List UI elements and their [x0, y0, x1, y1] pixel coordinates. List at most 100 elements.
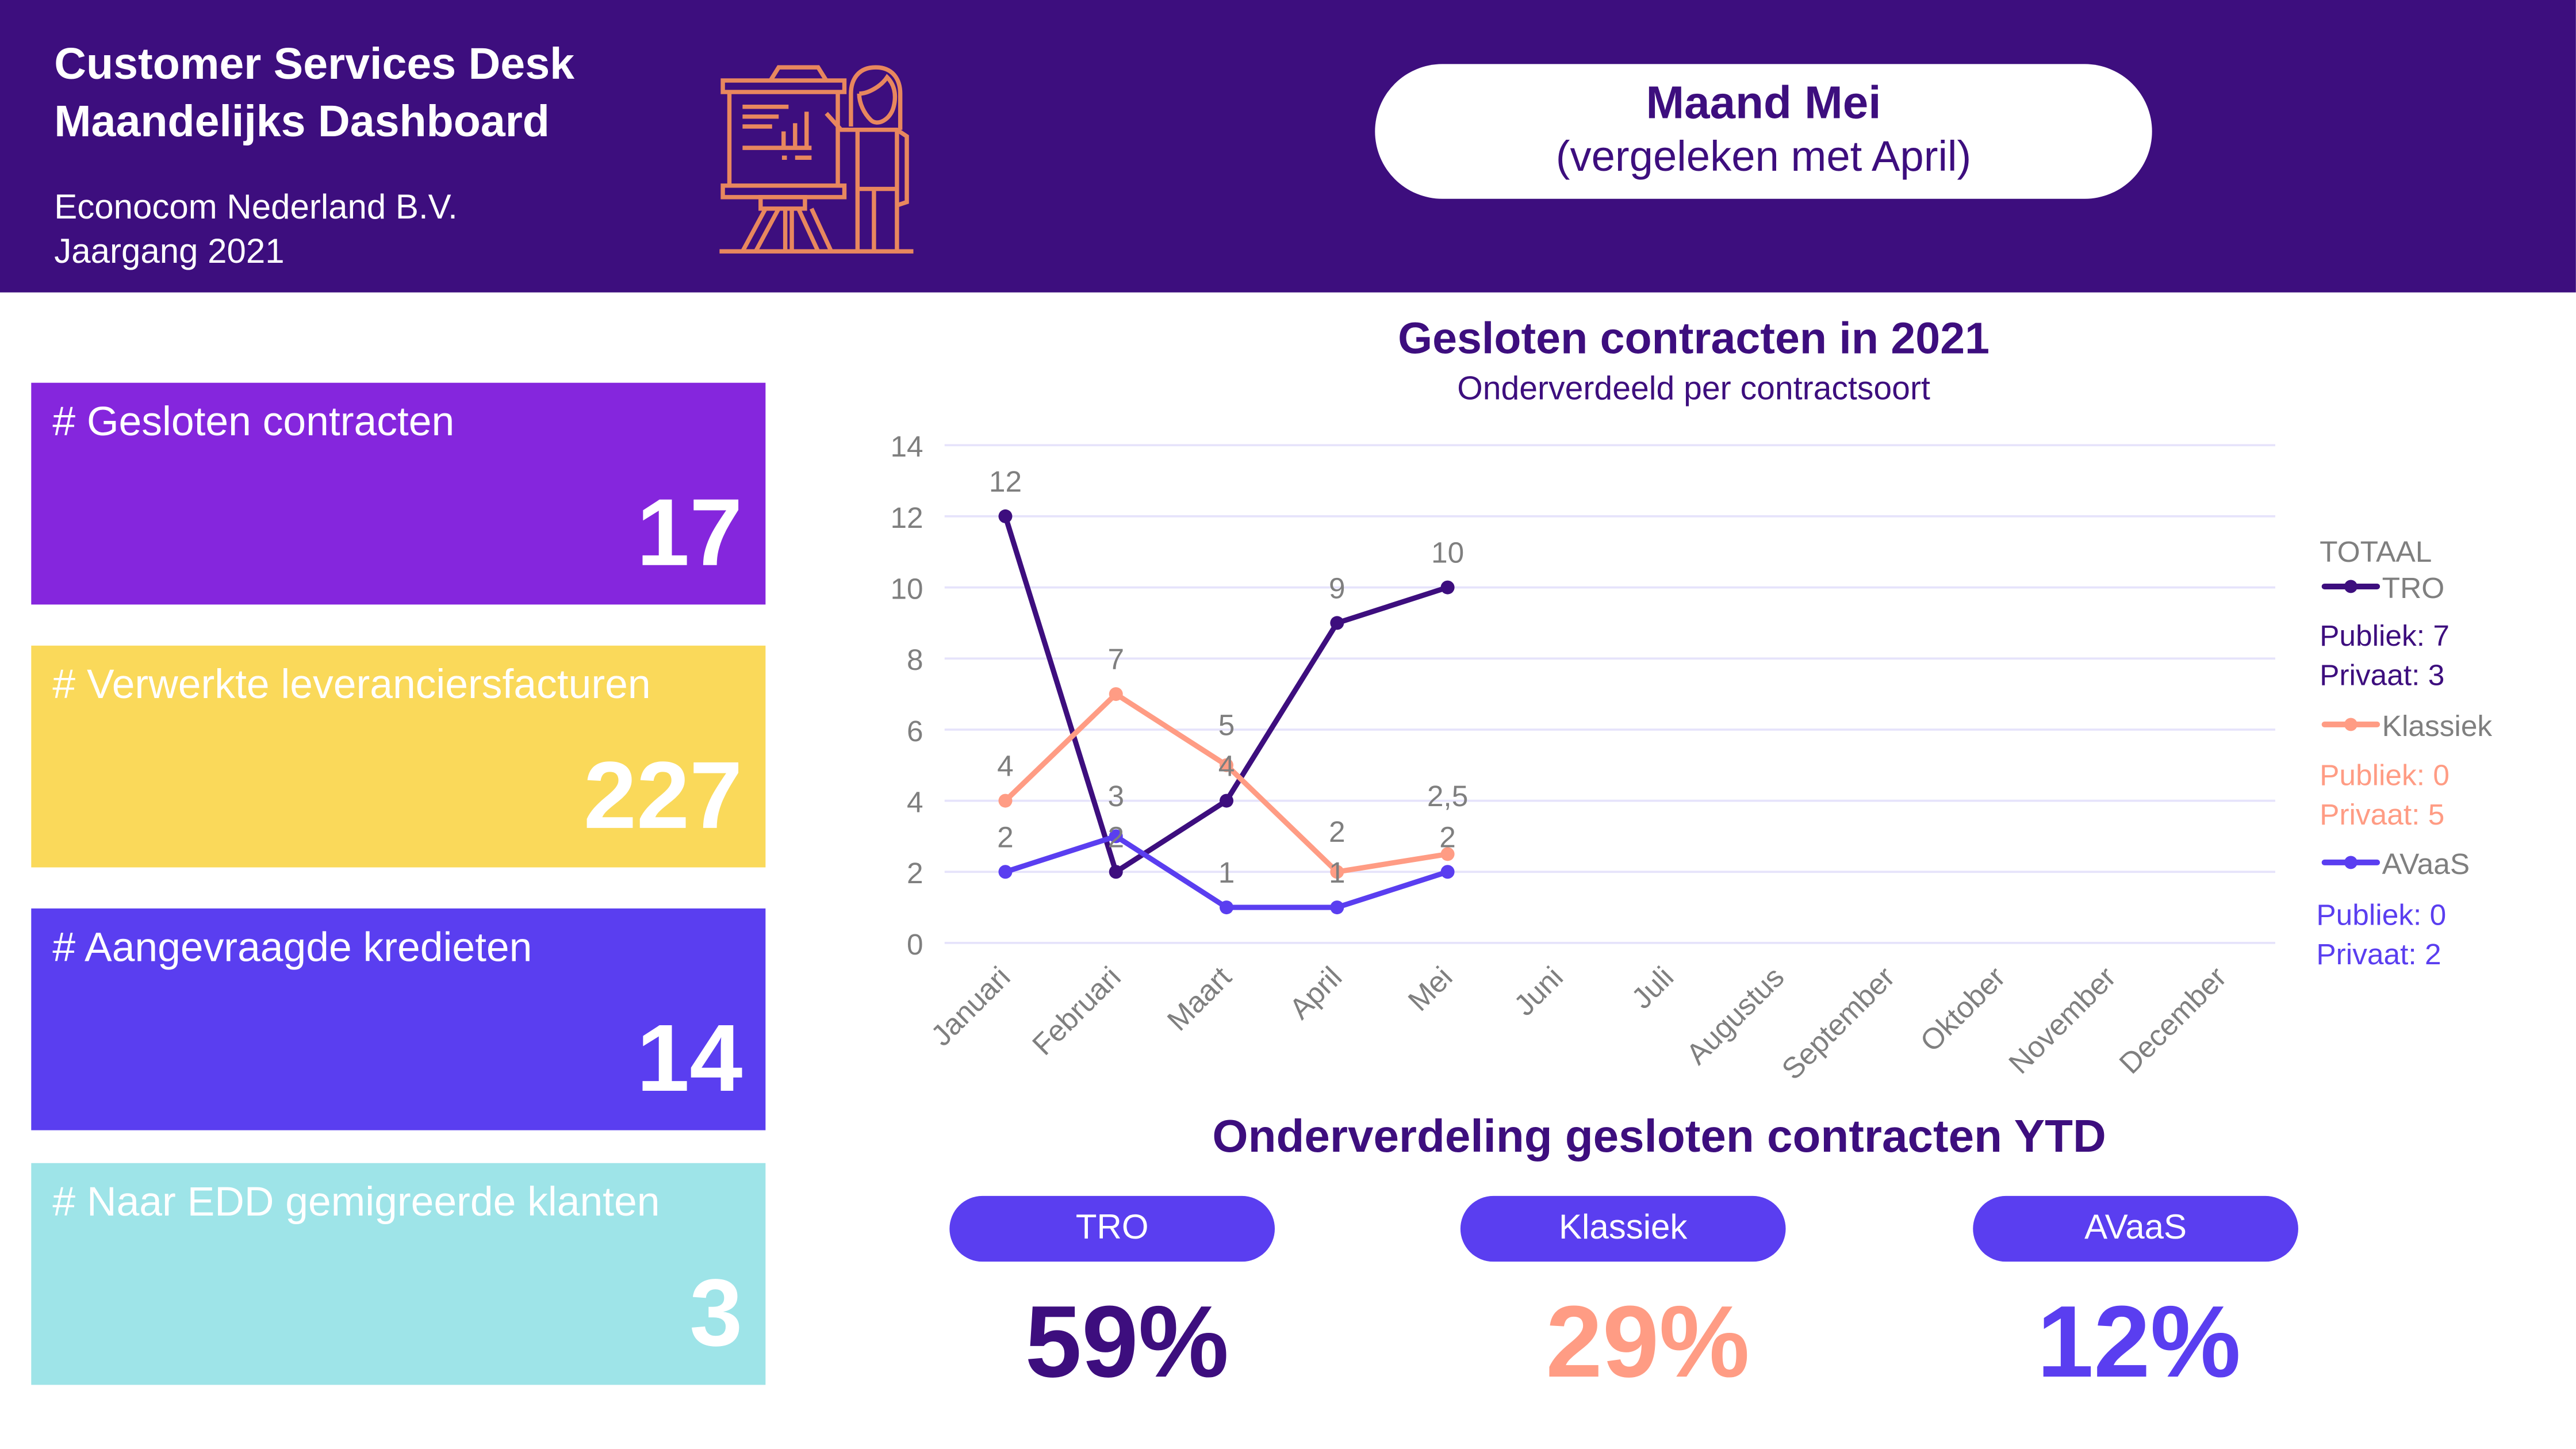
legend-klassiek-detail: Publiek: 0 Privaat: 5: [2320, 756, 2450, 834]
legend-avaas-detail: Publiek: 0 Privaat: 2: [2316, 895, 2446, 974]
data-label: 3: [1107, 779, 1124, 812]
y-tick-label: 0: [907, 927, 923, 961]
legend-marker-dot: [2344, 718, 2358, 731]
chart-subtitle: Onderverdeeld per contractsoort: [1457, 371, 1930, 408]
x-tick-label: Oktober: [1914, 960, 2011, 1058]
x-tick-label: September: [1775, 960, 1901, 1086]
y-tick-label: 12: [890, 501, 923, 534]
data-point: [998, 793, 1013, 808]
kpi-label: # Naar EDD gemigreerde klanten: [52, 1179, 660, 1226]
kpi-card-kredieten: # Aangevraagde kredieten 14: [31, 908, 766, 1130]
x-tick-label: Februari: [1026, 960, 1127, 1061]
kpi-card-edd-klanten: # Naar EDD gemigreerde klanten 3: [31, 1163, 766, 1385]
data-label: 2,5: [1427, 779, 1468, 812]
kpi-value: 227: [583, 742, 743, 850]
data-label: 2: [1329, 815, 1346, 848]
ytd-title: Onderverdeling gesloten contracten YTD: [1212, 1110, 2106, 1162]
data-point: [1109, 829, 1123, 844]
title-line-2: Maandelijks Dashboard: [54, 97, 550, 147]
data-point: [1220, 900, 1234, 915]
month-comparison: (vergeleken met April): [1555, 131, 1972, 181]
legend-tro: TRO: [2382, 572, 2445, 605]
year-label: Jaargang 2021: [54, 233, 285, 271]
y-tick-label: 6: [907, 714, 923, 747]
month-title: Maand Mei: [1646, 77, 1881, 128]
data-label: 2: [1439, 820, 1456, 853]
kpi-value: 3: [689, 1260, 743, 1367]
header: Customer Services Desk Maandelijks Dashb…: [0, 0, 2576, 293]
data-point: [1440, 865, 1455, 879]
x-tick-label: April: [1283, 960, 1348, 1026]
kpi-label: # Verwerkte leveranciersfacturen: [52, 662, 651, 708]
data-point: [1109, 687, 1123, 702]
data-point: [1440, 847, 1455, 861]
data-label: 2: [1107, 820, 1124, 853]
month-pill: Maand Mei (vergeleken met April): [1375, 64, 2152, 199]
dashboard-subtitle: Econocom Nederland B.V. Jaargang 2021: [54, 186, 458, 274]
kpi-card-leveranciersfacturen: # Verwerkte leveranciersfacturen 227: [31, 645, 766, 868]
klassiek-publiek: Publiek: 0: [2320, 758, 2450, 792]
kpi-label: # Gesloten contracten: [52, 399, 455, 446]
presenter-easel-icon: [719, 65, 914, 254]
data-point: [998, 509, 1013, 523]
ytd-percent-avaas: 12%: [2037, 1286, 2241, 1400]
series-line-tro: [1003, 515, 1448, 875]
data-point: [1330, 865, 1344, 879]
legend-tro-detail: Publiek: 7 Privaat: 3: [2320, 616, 2450, 695]
x-tick-label: Maart: [1160, 960, 1237, 1037]
data-point: [1220, 793, 1234, 808]
ytd-pill-klassiek: Klassiek: [1460, 1195, 1786, 1262]
kpi-value: 14: [637, 1005, 743, 1113]
data-label: 2: [997, 820, 1014, 853]
x-tick-label: Januari: [924, 960, 1016, 1052]
data-label: 1: [1329, 856, 1346, 889]
data-label: 4: [997, 749, 1014, 783]
klassiek-privaat: Privaat: 5: [2320, 798, 2445, 831]
kpi-label: # Aangevraagde kredieten: [52, 925, 532, 971]
y-tick-label: 10: [890, 572, 923, 605]
y-tick-label: 4: [907, 785, 923, 819]
ytd-pill-tro: TRO: [949, 1195, 1275, 1262]
kpi-value: 17: [637, 480, 743, 586]
legend-klassiek: Klassiek: [2382, 710, 2493, 743]
data-label: 4: [1218, 749, 1235, 783]
avaas-privaat: Privaat: 2: [2316, 938, 2441, 971]
ytd-percent-tro: 59%: [1025, 1286, 1229, 1400]
data-point: [1330, 616, 1344, 630]
legend-marker-dot: [2344, 856, 2358, 869]
data-point: [998, 865, 1013, 879]
data-point: [1109, 865, 1123, 879]
dashboard-title: Customer Services Desk Maandelijks Dashb…: [54, 36, 574, 151]
x-tick-label: December: [2113, 960, 2233, 1080]
data-label: 7: [1107, 642, 1124, 676]
data-label: 5: [1218, 708, 1235, 741]
tro-publiek: Publiek: 7: [2320, 619, 2450, 653]
legend-avaas: AVaaS: [2382, 848, 2470, 881]
x-tick-label: Juli: [1625, 960, 1680, 1015]
x-tick-label: November: [2002, 960, 2122, 1080]
y-tick-label: 14: [890, 430, 923, 463]
y-tick-label: 8: [907, 643, 923, 676]
x-tick-label: Juni: [1507, 960, 1569, 1022]
ytd-percent-klassiek: 29%: [1546, 1286, 1750, 1400]
company-name: Econocom Nederland B.V.: [54, 189, 458, 227]
y-tick-label: 2: [907, 856, 923, 890]
data-label: 12: [989, 465, 1022, 498]
data-label: 9: [1329, 572, 1346, 605]
data-label: 10: [1431, 536, 1464, 569]
x-tick-label: Augustus: [1680, 960, 1791, 1071]
chart-title: Gesloten contracten in 2021: [1398, 313, 1990, 363]
data-label: 1: [1218, 856, 1235, 889]
title-line-1: Customer Services Desk: [54, 39, 575, 89]
x-tick-label: Mei: [1401, 960, 1459, 1018]
data-point: [1220, 758, 1234, 772]
tro-privaat: Privaat: 3: [2320, 658, 2445, 692]
data-point: [1330, 900, 1344, 915]
data-point: [1440, 580, 1455, 595]
kpi-card-gesloten-contracten: # Gesloten contracten 17: [31, 382, 766, 605]
ytd-pill-avaas: AVaaS: [1973, 1195, 2298, 1262]
legend-heading: TOTAAL: [2320, 535, 2432, 569]
avaas-publiek: Publiek: 0: [2316, 898, 2447, 931]
